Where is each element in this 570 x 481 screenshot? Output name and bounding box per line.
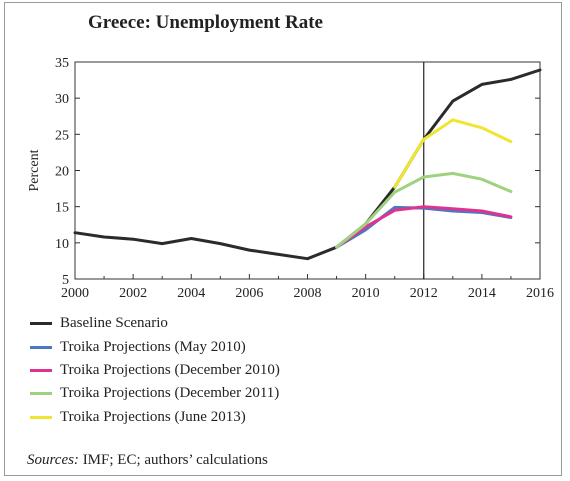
- legend-swatch: [30, 392, 52, 396]
- chart-frame: [4, 2, 562, 476]
- series-line: [335, 205, 513, 249]
- y-tick-label: 10: [55, 237, 69, 252]
- y-tick-label: 5: [62, 273, 69, 288]
- legend-swatch: [30, 322, 52, 326]
- x-tick-label: 2006: [235, 286, 263, 301]
- x-tick-label: 2008: [294, 286, 322, 301]
- legend-swatch: [30, 345, 52, 349]
- x-tick-label: 2000: [61, 286, 89, 301]
- series-line: [73, 68, 542, 261]
- legend-label: Troika Projections (December 2011): [60, 385, 280, 402]
- legend-label: Troika Projections (June 2013): [60, 408, 246, 425]
- x-tick-label: 2002: [119, 286, 147, 301]
- source-prefix: Sources:: [27, 452, 79, 468]
- x-tick-label: 2010: [352, 286, 380, 301]
- y-tick-label: 30: [55, 92, 69, 107]
- y-tick-label: 25: [55, 128, 69, 143]
- legend-item: Baseline Scenario: [30, 312, 280, 335]
- series-line: [335, 171, 513, 249]
- y-tick-label: 20: [55, 165, 69, 180]
- legend-item: Troika Projections (May 2010): [30, 335, 280, 358]
- source-text: IMF; EC; authors’ calculations: [78, 452, 268, 468]
- chart-title: Greece: Unemployment Rate: [88, 12, 323, 33]
- legend-item: Troika Projections (December 2011): [30, 382, 280, 405]
- legend-label: Baseline Scenario: [60, 315, 168, 332]
- x-tick-label: 2016: [526, 286, 554, 301]
- legend-swatch: [30, 368, 52, 372]
- legend: Baseline Scenario Troika Projections (Ma…: [30, 312, 280, 429]
- legend-item: Troika Projections (December 2010): [30, 359, 280, 382]
- legend-swatch: [30, 415, 52, 419]
- x-tick-label: 2012: [410, 286, 438, 301]
- y-tick-label: 15: [55, 201, 69, 216]
- legend-label: Troika Projections (December 2010): [60, 361, 280, 378]
- legend-label: Troika Projections (May 2010): [60, 338, 246, 355]
- x-tick-label: 2004: [177, 286, 205, 301]
- x-tick-label: 2014: [468, 286, 496, 301]
- plot-area: [74, 61, 541, 280]
- legend-item: Troika Projections (June 2013): [30, 406, 280, 429]
- source-note: Sources: IMF; EC; authors’ calculations: [27, 452, 268, 469]
- y-tick-label: 35: [55, 56, 69, 71]
- series-line: [393, 118, 513, 189]
- y-axis-label: Percent: [27, 149, 42, 191]
